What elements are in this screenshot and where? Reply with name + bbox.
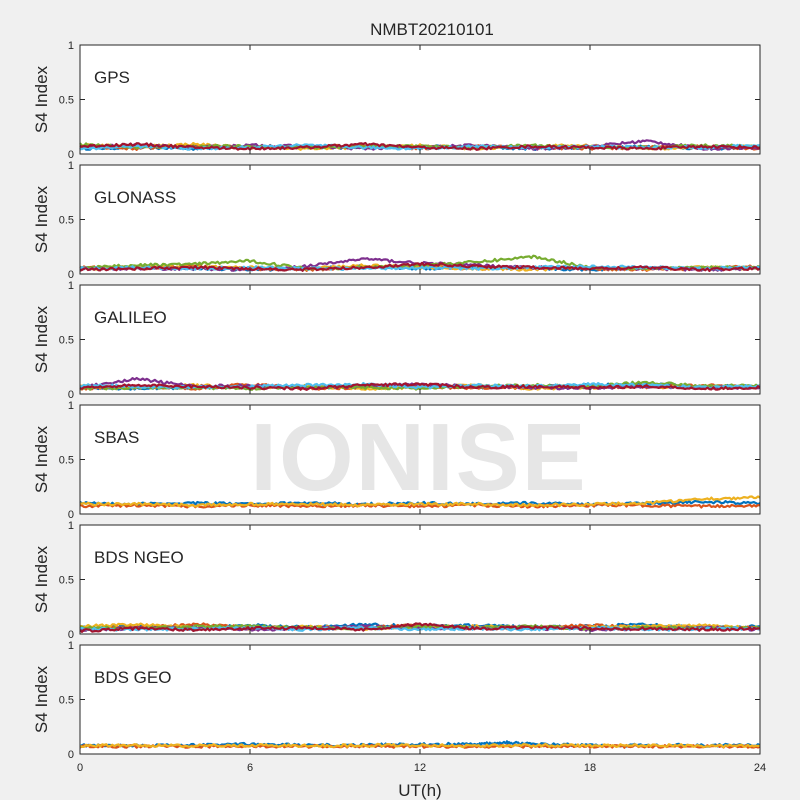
plot-area (80, 165, 760, 274)
y-tick-label: 1 (68, 400, 74, 412)
y-tick-label: 0 (68, 509, 74, 521)
y-tick-label: 0.5 (59, 95, 74, 107)
y-axis-label: S4 Index (32, 545, 51, 613)
x-tick-label: 24 (754, 762, 766, 774)
y-tick-label: 0 (68, 629, 74, 641)
x-tick-label: 6 (247, 762, 253, 774)
x-tick-label: 18 (584, 762, 596, 774)
panel-glonass: 0 0.5 1 S4 Index GLONASS (32, 160, 761, 281)
panel-gps: 0 0.5 1 S4 Index GPS (32, 40, 761, 161)
series-line (79, 261, 761, 272)
plot-area (80, 405, 760, 514)
chart-title: NMBT20210101 (370, 20, 494, 39)
x-tick-labels: 0 6 12 18 24 (77, 762, 766, 774)
panel-sbas: 0 0.5 1 S4 Index SBAS (32, 400, 761, 521)
y-tick-label: 1 (68, 280, 74, 292)
y-tick-label: 1 (68, 40, 74, 52)
y-tick-label: 0.5 (59, 455, 74, 467)
watermark-text: IONISE (250, 404, 587, 511)
y-tick-label: 0 (68, 269, 74, 281)
panel-label: GALILEO (94, 308, 167, 327)
y-tick-label: 0 (68, 389, 74, 401)
panel-label: BDS NGEO (94, 548, 184, 567)
panels-group: 0 0.5 1 S4 Index GPS 0 0.5 1 S4 Index GLONASS 0 0.5… (32, 40, 761, 761)
x-tick-label: 0 (77, 762, 83, 774)
x-tick-label: 12 (414, 762, 426, 774)
panel-bds-ngeo: 0 0.5 1 S4 Index BDS NGEO (32, 520, 761, 641)
x-axis-label: UT(h) (398, 781, 441, 800)
series-line (79, 622, 760, 633)
y-axis-label: S4 Index (32, 425, 51, 493)
series-line (79, 495, 761, 508)
plot-area (80, 45, 760, 154)
panel-label: BDS GEO (94, 668, 171, 687)
y-tick-label: 0.5 (59, 335, 74, 347)
y-tick-label: 0.5 (59, 215, 74, 227)
y-tick-label: 0.5 (59, 575, 74, 587)
plot-area (80, 645, 760, 754)
series-line (79, 382, 761, 391)
y-tick-label: 0 (68, 149, 74, 161)
series-line (79, 141, 761, 151)
y-tick-label: 1 (68, 160, 74, 172)
plot-area (80, 525, 760, 634)
plot-area (80, 285, 760, 394)
panel-label: SBAS (94, 428, 139, 447)
panel-bds-geo: 0 0.5 1 S4 Index BDS GEO (32, 640, 761, 761)
y-tick-label: 0 (68, 749, 74, 761)
panel-label: GPS (94, 68, 130, 87)
series-line (79, 742, 761, 749)
y-axis-label: S4 Index (32, 185, 51, 253)
y-axis-label: S4 Index (32, 65, 51, 133)
panel-galileo: 0 0.5 1 S4 Index GALILEO (32, 280, 761, 401)
y-axis-label: S4 Index (32, 305, 51, 373)
y-axis-label: S4 Index (32, 665, 51, 733)
panel-label: GLONASS (94, 188, 176, 207)
y-tick-label: 1 (68, 640, 74, 652)
y-tick-label: 0.5 (59, 695, 74, 707)
y-tick-label: 1 (68, 520, 74, 532)
